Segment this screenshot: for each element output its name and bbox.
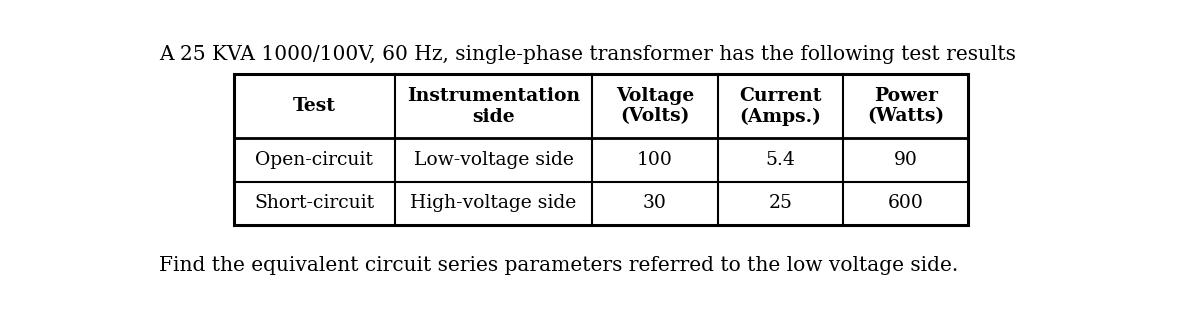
Text: Low-voltage side: Low-voltage side <box>414 151 574 169</box>
Text: Open-circuit: Open-circuit <box>256 151 373 169</box>
Text: 100: 100 <box>637 151 673 169</box>
Text: High-voltage side: High-voltage side <box>410 194 577 212</box>
Text: Short-circuit: Short-circuit <box>254 194 374 212</box>
Text: Test: Test <box>293 97 336 115</box>
Text: 25: 25 <box>768 194 792 212</box>
Text: Current
(Amps.): Current (Amps.) <box>739 86 822 126</box>
Text: Voltage
(Volts): Voltage (Volts) <box>616 87 694 126</box>
Text: Find the equivalent circuit series parameters referred to the low voltage side.: Find the equivalent circuit series param… <box>160 257 959 276</box>
Text: A 25 KVA 1000/100V, 60 Hz, single-phase transformer has the following test resul: A 25 KVA 1000/100V, 60 Hz, single-phase … <box>160 44 1016 63</box>
Text: 5.4: 5.4 <box>766 151 796 169</box>
Text: Power
(Watts): Power (Watts) <box>868 87 944 126</box>
Text: Instrumentation
side: Instrumentation side <box>407 87 580 126</box>
Text: 600: 600 <box>888 194 924 212</box>
Text: 90: 90 <box>894 151 918 169</box>
Text: 30: 30 <box>643 194 667 212</box>
